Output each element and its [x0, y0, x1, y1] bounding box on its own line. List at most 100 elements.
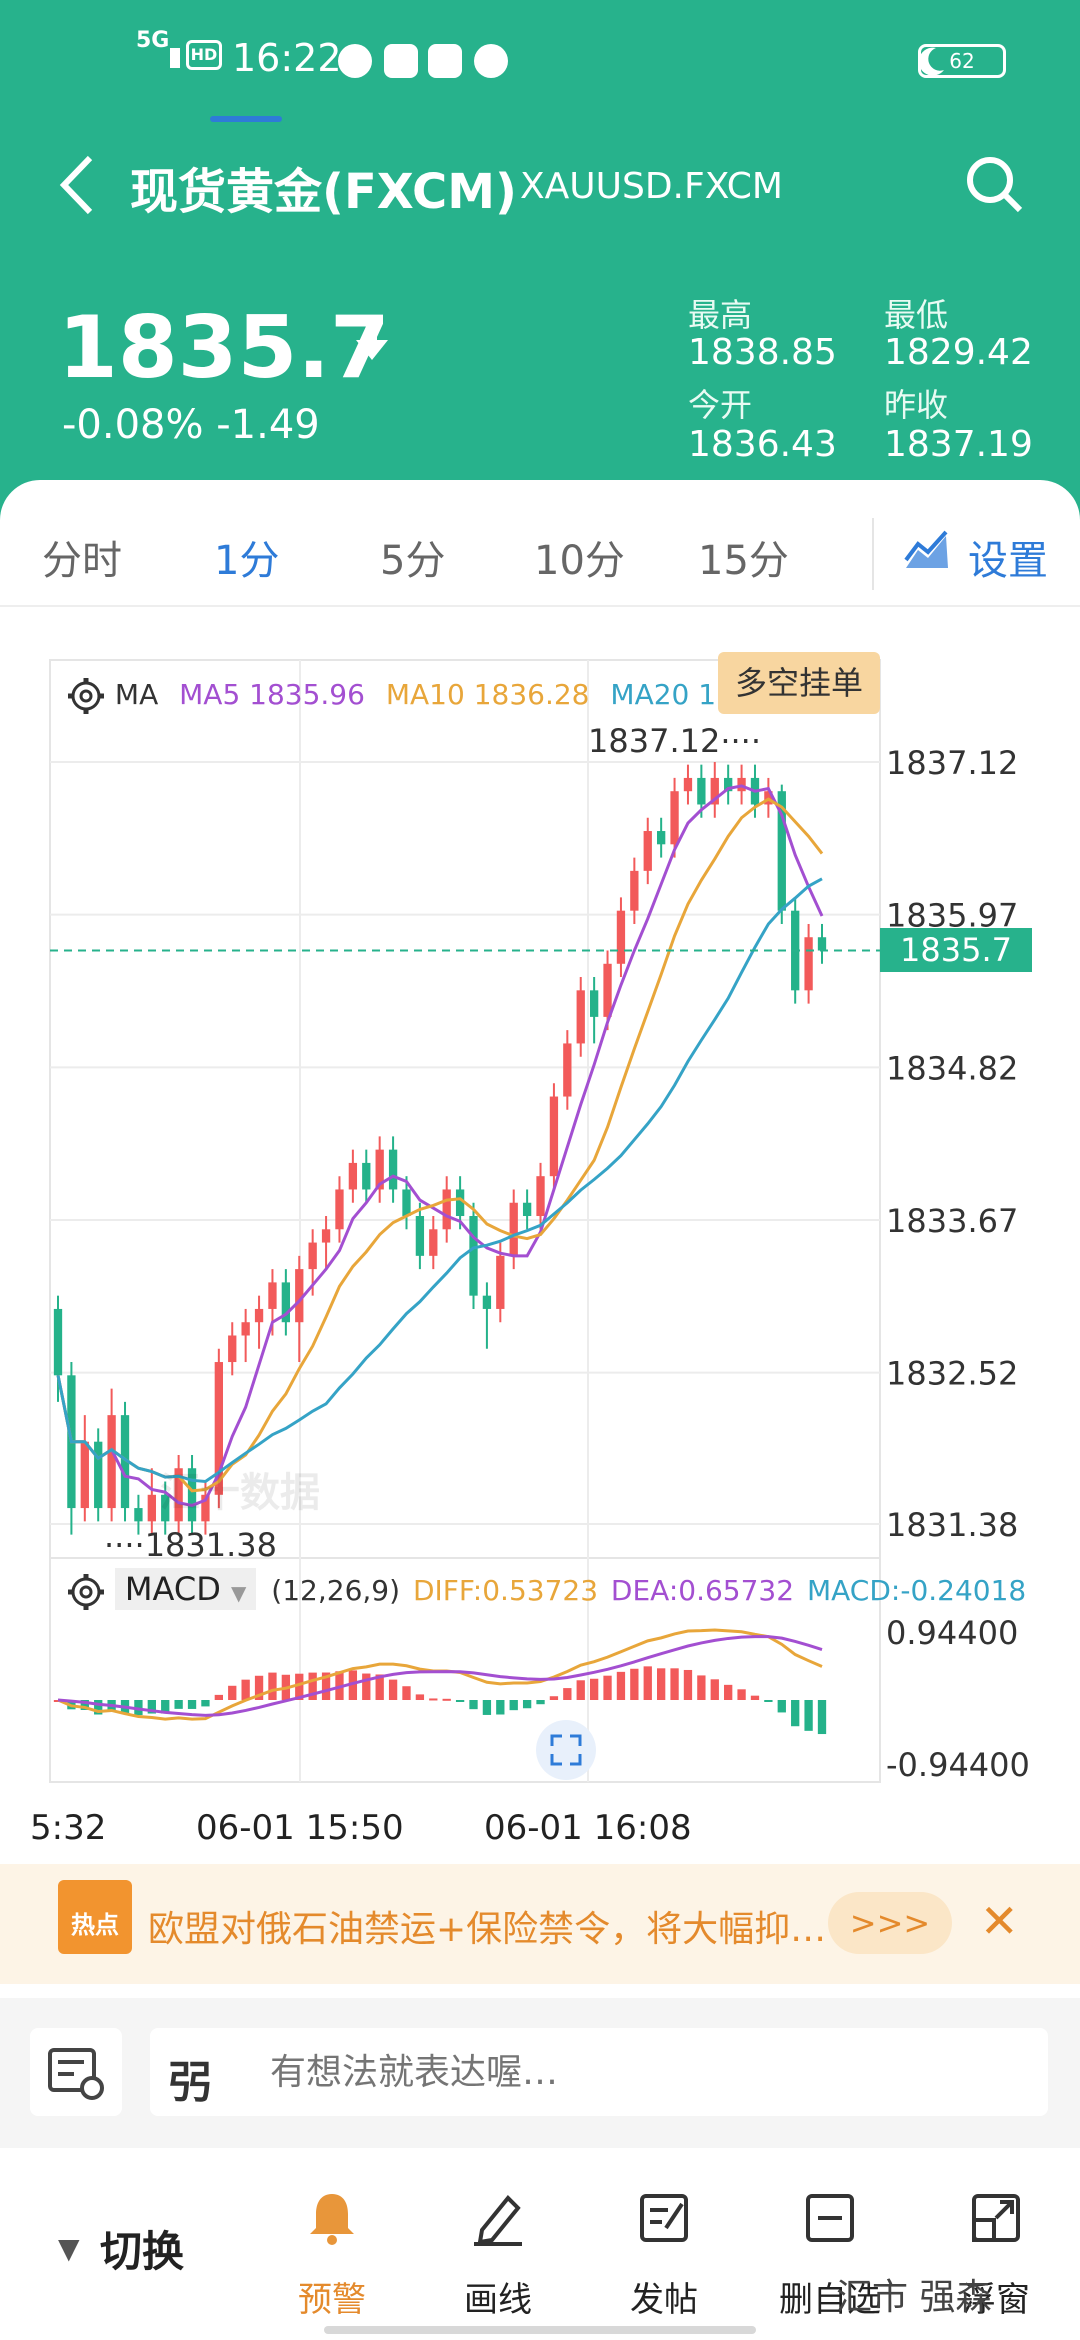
remove-watchlist-button[interactable]: 删自选 [760, 2150, 900, 2320]
comment-input[interactable] [150, 2028, 1048, 2116]
y-tick-label: 1837.12 [886, 744, 1018, 782]
settings-button[interactable]: 设置 [968, 538, 1048, 584]
macd-bar [187, 1700, 197, 1709]
macd-bar [147, 1700, 156, 1714]
macd-bar [737, 1689, 746, 1700]
time-tick-2: 06-01 16:08 [484, 1808, 692, 1848]
candle-body [335, 1189, 344, 1230]
macd-legend: MACD ▼ (12,26,9) DIFF:0.53723 DEA:0.6573… [66, 1568, 1026, 1612]
ma10-value: MA10 1836.28 [385, 678, 590, 711]
max-price-label: 1837.12···· [588, 722, 761, 760]
diff-value: DIFF:0.53723 [412, 1574, 599, 1607]
post-icon [640, 2194, 688, 2242]
candle-body [187, 1468, 197, 1522]
macd-params: (12,26,9) [271, 1574, 401, 1607]
macd-bar [161, 1700, 170, 1714]
emoji-toggle-icon[interactable]: 弜 [168, 2057, 212, 2108]
time-tick-1: 06-01 15:50 [196, 1808, 404, 1848]
kline-chart[interactable]: 1837.121835.971834.821833.671832.521831.… [0, 0, 1080, 1880]
candle-body [120, 1415, 130, 1509]
macd-bar [214, 1694, 223, 1700]
macd-bar [254, 1675, 264, 1700]
dea-value: DEA:0.65732 [610, 1574, 795, 1607]
fullscreen-button[interactable] [536, 1720, 596, 1780]
candle-body [697, 777, 706, 805]
news-more-button[interactable]: >>> [828, 1892, 952, 1954]
diff-line [57, 1628, 823, 1721]
candle-body [94, 1441, 103, 1509]
page-title: 现货黄金(FXCM) [130, 164, 517, 220]
compose-button[interactable] [30, 2028, 122, 2116]
battery-icon: 62 [918, 44, 1006, 78]
play-icon [428, 44, 462, 78]
alert-button[interactable]: 预警 [262, 2150, 402, 2320]
macd-gear-icon[interactable] [66, 1572, 106, 1612]
candle-body [228, 1335, 237, 1363]
candle-body [241, 1322, 250, 1336]
macd-bar [536, 1700, 545, 1705]
moon-icon [918, 47, 944, 76]
indicator-select[interactable]: MACD ▼ [114, 1568, 257, 1610]
expand-icon [550, 1734, 582, 1766]
ma5-line [56, 784, 824, 1507]
macd-bar [402, 1686, 411, 1700]
macd-bar [804, 1700, 813, 1731]
macd-label: MACD [124, 1570, 221, 1608]
y-tick-label: 1832.52 [886, 1355, 1018, 1393]
minus-box-icon [806, 2194, 854, 2242]
long-short-orders-button[interactable]: 多空挂单 [718, 652, 880, 714]
header [0, 0, 1080, 520]
macd-bar [375, 1674, 384, 1700]
macd-bar [563, 1688, 572, 1700]
down-arrow-icon [356, 318, 388, 360]
draw-line-button[interactable]: 画线 [428, 2150, 568, 2320]
y-tick-label: 1834.82 [886, 1049, 1018, 1087]
macd-value: MACD:-0.24018 [806, 1574, 1027, 1607]
candle-body [107, 1415, 116, 1509]
high-label: 最高 [688, 296, 753, 334]
network-indicator: 5G [136, 28, 170, 53]
candle-body [724, 777, 733, 792]
switch-button[interactable]: 切换 [100, 2227, 185, 2276]
macd-bar [697, 1675, 706, 1700]
macd-bar [295, 1673, 304, 1700]
gear-icon[interactable] [66, 676, 106, 716]
post-button[interactable]: 发帖 [594, 2150, 734, 2320]
macd-bar [496, 1700, 505, 1715]
macd-bar [589, 1678, 599, 1700]
active-tab-indicator [210, 116, 282, 122]
float-window-button[interactable]: 浮窗 [926, 2150, 1066, 2320]
document-edit-icon [48, 2048, 104, 2100]
y-tick-label: 1833.67 [886, 1202, 1018, 1240]
macd-bar [817, 1700, 827, 1735]
tab-15min[interactable]: 15分 [698, 538, 789, 584]
macd-bar [388, 1679, 398, 1700]
candle-body [254, 1308, 264, 1323]
draw-line-label: 画线 [464, 2280, 532, 2320]
tab-1min[interactable]: 1分 [214, 538, 280, 584]
tab-timeshare[interactable]: 分时 [42, 538, 122, 584]
macd-bar [442, 1698, 451, 1701]
candle-body [482, 1295, 492, 1309]
back-arrow-icon[interactable] [56, 152, 96, 218]
home-indicator[interactable] [324, 2326, 756, 2334]
author-watermark: 汇市 强森 [836, 2277, 992, 2318]
macd-bar [80, 1700, 89, 1710]
candle-body [281, 1282, 291, 1323]
search-icon[interactable] [962, 152, 1026, 216]
post-label: 发帖 [630, 2280, 698, 2320]
macd-bar [616, 1671, 626, 1700]
tab-10min[interactable]: 10分 [534, 538, 625, 584]
close-icon[interactable]: ✕ [980, 1894, 1019, 1948]
tab-5min[interactable]: 5分 [380, 538, 446, 584]
candle-body [295, 1269, 304, 1323]
symbol-code: XAUUSD.FXCM [520, 166, 783, 207]
current-price-tag: 1835.7 [880, 928, 1032, 972]
news-headline[interactable]: 欧盟对俄石油禁运+保险禁令，将大幅抑… [148, 1909, 827, 1950]
candle-body [549, 1096, 559, 1177]
candle-body [134, 1508, 143, 1522]
candle-body [710, 777, 719, 805]
chart-settings-icon[interactable] [904, 530, 950, 570]
candle-body [643, 831, 652, 871]
candle-body [362, 1162, 371, 1190]
